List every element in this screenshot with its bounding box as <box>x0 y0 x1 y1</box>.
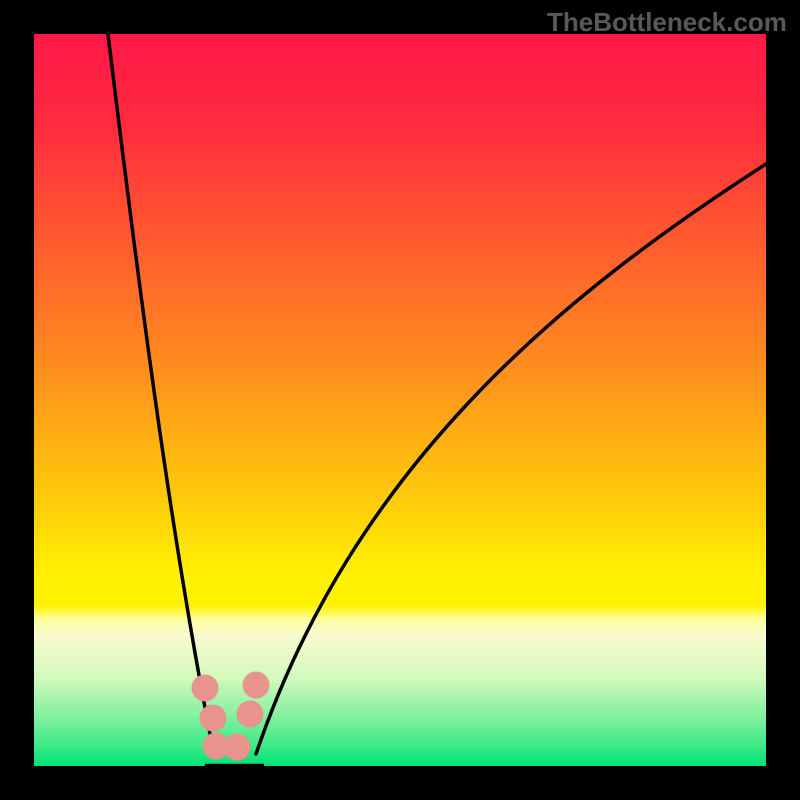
plot-area <box>34 34 766 766</box>
marker-point <box>192 675 219 702</box>
marker-point <box>237 701 264 728</box>
marker-point <box>200 705 227 732</box>
curves-layer <box>34 34 766 766</box>
watermark-text: TheBottleneck.com <box>547 7 787 38</box>
marker-point <box>224 734 251 761</box>
marker-point <box>243 672 270 699</box>
curve-right <box>256 164 766 754</box>
curve-left <box>108 34 214 754</box>
chart-container: TheBottleneck.com <box>0 0 800 800</box>
